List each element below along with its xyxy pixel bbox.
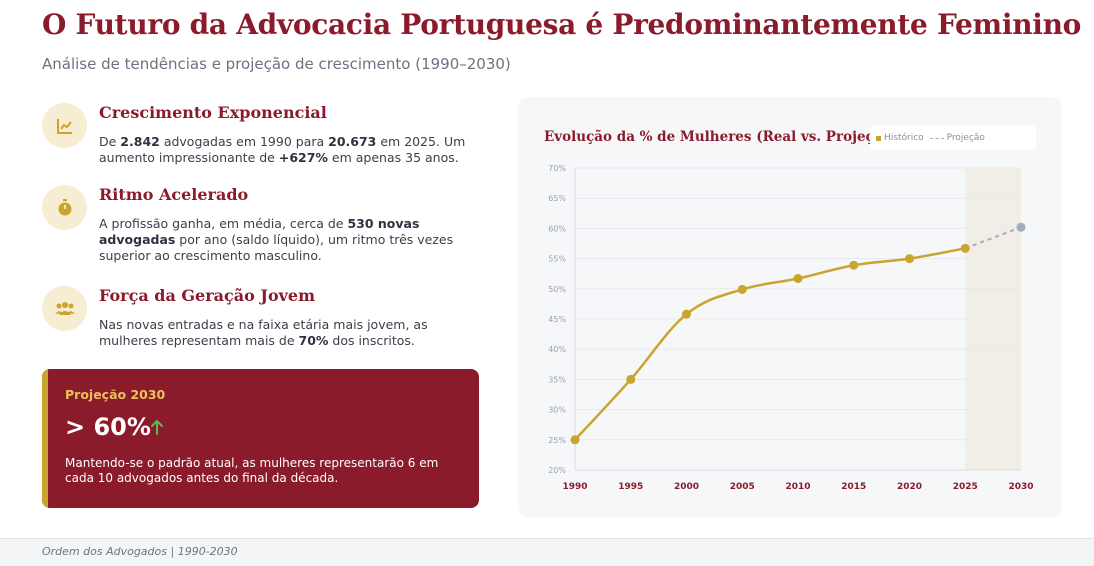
feature-text: A profissão ganha, em média, cerca de 53… xyxy=(99,216,454,263)
data-point-historico xyxy=(849,260,859,270)
projection-card: Projeção 2030 > 60% Mantendo-se o padrão… xyxy=(42,369,479,508)
page-title: O Futuro da Advocacia Portuguesa é Predo… xyxy=(42,8,1082,41)
legend-swatch xyxy=(876,135,881,141)
data-point-historico xyxy=(960,243,970,253)
y-tick-label: 70% xyxy=(548,164,566,173)
y-tick-label: 30% xyxy=(548,406,566,415)
x-tick-label: 2025 xyxy=(953,482,978,492)
source-note: Ordem dos Advogados | 1990-2030 xyxy=(42,545,238,558)
arrow-up-icon xyxy=(151,420,163,435)
data-point-projecao xyxy=(1016,222,1026,232)
data-point-historico xyxy=(626,374,636,384)
feature-pace: Ritmo Acelerado A profissão ganha, em mé… xyxy=(42,185,482,270)
y-tick-label: 60% xyxy=(548,224,566,233)
line-chart: 20% 25% 30% 35% 40% 45% 50% 55% 60% 65% 70% 1990 199… xyxy=(548,164,1033,492)
chart-title: Evolução da % de Mulheres (Real vs. Proj… xyxy=(544,129,898,145)
projection-label: Projeção 2030 xyxy=(65,387,166,402)
y-tick-label: 25% xyxy=(548,436,566,445)
y-tick-label: 50% xyxy=(548,285,566,294)
stopwatch-icon xyxy=(42,185,87,230)
group-icon xyxy=(42,286,87,331)
feature-text: De 2.842 advogadas em 1990 para 20.673 e… xyxy=(99,134,466,165)
projection-accent-bar xyxy=(42,369,48,508)
projection-value: > 60% xyxy=(65,413,151,441)
legend-item-projecao: Projeção xyxy=(929,133,985,143)
legend-label: Projeção xyxy=(946,133,985,143)
y-tick-label: 40% xyxy=(548,345,566,354)
feature-text: Nas novas entradas e na faixa etária mai… xyxy=(99,317,428,348)
y-tick-label: 55% xyxy=(548,255,566,264)
data-point-historico xyxy=(682,309,691,319)
x-tick-label: 2015 xyxy=(841,482,866,492)
y-tick-label: 20% xyxy=(548,466,566,475)
legend-dash xyxy=(929,137,944,139)
footer: Ordem dos Advogados | 1990-2030 xyxy=(0,538,1094,566)
legend-label: Histórico xyxy=(884,133,924,143)
feature-title: Ritmo Acelerado xyxy=(99,185,249,204)
data-point-historico xyxy=(737,284,747,294)
feature-youth: Força da Geração Jovem Nas novas entrada… xyxy=(42,286,482,351)
x-tick-label: 2010 xyxy=(785,482,810,492)
x-tick-label: 2020 xyxy=(897,482,922,492)
feature-title: Crescimento Exponencial xyxy=(99,103,327,122)
feature-title: Força da Geração Jovem xyxy=(99,286,316,305)
series-line-historico xyxy=(574,247,966,441)
chart-card: 20% 25% 30% 35% 40% 45% 50% 55% 60% 65% 70% 1990 199… xyxy=(518,97,1062,517)
data-point-historico xyxy=(793,274,803,284)
data-point-historico xyxy=(905,254,914,264)
y-tick-label: 65% xyxy=(548,194,566,203)
y-tick-label: 45% xyxy=(548,315,566,324)
page-subtitle: Análise de tendências e projeção de cres… xyxy=(42,55,511,73)
data-point-historico xyxy=(570,435,580,445)
x-tick-label: 2030 xyxy=(1008,482,1033,492)
chart-legend: Histórico Projeção xyxy=(870,126,1036,150)
x-tick-label: 1990 xyxy=(562,482,587,492)
feature-growth: Crescimento Exponencial De 2.842 advogad… xyxy=(42,103,482,173)
x-tick-label: 2000 xyxy=(674,482,699,492)
legend-item-historico: Histórico xyxy=(876,133,924,143)
trending-up-icon xyxy=(42,103,87,148)
x-tick-label: 1995 xyxy=(618,482,643,492)
series-line-projecao xyxy=(964,226,1022,250)
x-tick-label: 2005 xyxy=(730,482,755,492)
projection-text: Mantendo-se o padrão atual, as mulheres … xyxy=(65,456,439,485)
y-tick-label: 35% xyxy=(548,375,566,384)
